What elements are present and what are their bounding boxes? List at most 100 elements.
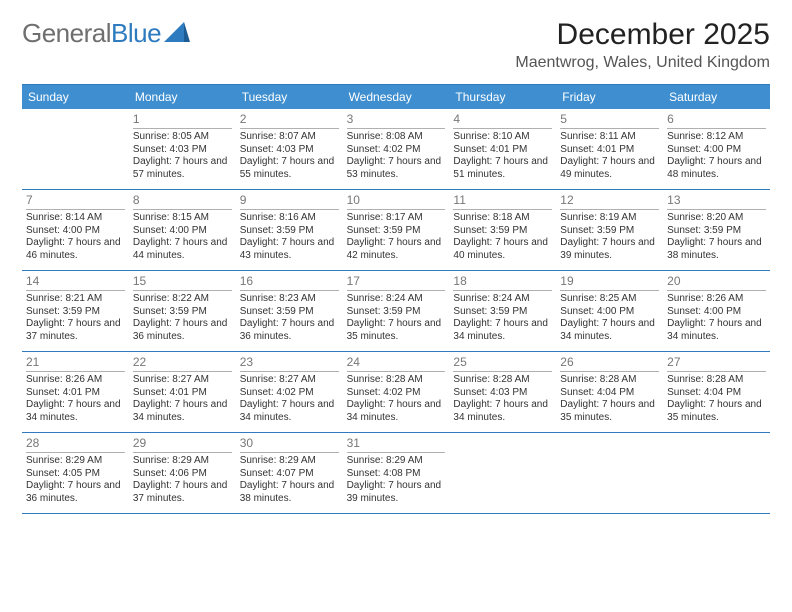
day-header-row: Sunday Monday Tuesday Wednesday Thursday… <box>22 85 770 109</box>
day-number: 4 <box>453 112 552 129</box>
day-number: 7 <box>26 193 125 210</box>
brand-logo: GeneralBlue <box>22 18 190 49</box>
day-number: 17 <box>347 274 446 291</box>
day-number: 23 <box>240 355 339 372</box>
day-cell: 31Sunrise: 8:29 AMSunset: 4:08 PMDayligh… <box>343 433 450 513</box>
day-cell: 26Sunrise: 8:28 AMSunset: 4:04 PMDayligh… <box>556 352 663 432</box>
daylight-text: Daylight: 7 hours and 34 minutes. <box>240 399 339 424</box>
sunrise-text: Sunrise: 8:28 AM <box>347 374 446 387</box>
sunset-text: Sunset: 3:59 PM <box>240 306 339 319</box>
daylight-text: Daylight: 7 hours and 49 minutes. <box>560 156 659 181</box>
day-cell: 19Sunrise: 8:25 AMSunset: 4:00 PMDayligh… <box>556 271 663 351</box>
day-label: Saturday <box>663 85 770 109</box>
day-number: 12 <box>560 193 659 210</box>
brand-part1: General <box>22 18 111 49</box>
sunrise-text: Sunrise: 8:29 AM <box>347 455 446 468</box>
daylight-text: Daylight: 7 hours and 34 minutes. <box>667 318 766 343</box>
sunrise-text: Sunrise: 8:28 AM <box>560 374 659 387</box>
sunrise-text: Sunrise: 8:29 AM <box>26 455 125 468</box>
day-cell: 18Sunrise: 8:24 AMSunset: 3:59 PMDayligh… <box>449 271 556 351</box>
sunset-text: Sunset: 4:02 PM <box>347 144 446 157</box>
day-number: 9 <box>240 193 339 210</box>
day-label: Wednesday <box>343 85 450 109</box>
day-cell: 1 Sunrise: 8:05 AMSunset: 4:03 PMDaylight… <box>129 109 236 189</box>
day-number: 28 <box>26 436 125 453</box>
day-number: 11 <box>453 193 552 210</box>
sunrise-text: Sunrise: 8:27 AM <box>240 374 339 387</box>
day-number: 14 <box>26 274 125 291</box>
daylight-text: Daylight: 7 hours and 36 minutes. <box>26 480 125 505</box>
day-number: 6 <box>667 112 766 129</box>
sunrise-text: Sunrise: 8:08 AM <box>347 131 446 144</box>
daylight-text: Daylight: 7 hours and 53 minutes. <box>347 156 446 181</box>
day-number: 24 <box>347 355 446 372</box>
daylight-text: Daylight: 7 hours and 44 minutes. <box>133 237 232 262</box>
sunrise-text: Sunrise: 8:10 AM <box>453 131 552 144</box>
daylight-text: Daylight: 7 hours and 38 minutes. <box>667 237 766 262</box>
day-cell: 22Sunrise: 8:27 AMSunset: 4:01 PMDayligh… <box>129 352 236 432</box>
day-label: Tuesday <box>236 85 343 109</box>
daylight-text: Daylight: 7 hours and 51 minutes. <box>453 156 552 181</box>
week-row: 7Sunrise: 8:14 AMSunset: 4:00 PMDaylight… <box>22 190 770 271</box>
day-label: Monday <box>129 85 236 109</box>
week-row: 21Sunrise: 8:26 AMSunset: 4:01 PMDayligh… <box>22 352 770 433</box>
sunset-text: Sunset: 4:06 PM <box>133 468 232 481</box>
sunrise-text: Sunrise: 8:12 AM <box>667 131 766 144</box>
daylight-text: Daylight: 7 hours and 43 minutes. <box>240 237 339 262</box>
daylight-text: Daylight: 7 hours and 37 minutes. <box>133 480 232 505</box>
sunrise-text: Sunrise: 8:19 AM <box>560 212 659 225</box>
daylight-text: Daylight: 7 hours and 57 minutes. <box>133 156 232 181</box>
day-number: 26 <box>560 355 659 372</box>
day-cell: 29Sunrise: 8:29 AMSunset: 4:06 PMDayligh… <box>129 433 236 513</box>
day-number: 5 <box>560 112 659 129</box>
day-cell: 23Sunrise: 8:27 AMSunset: 4:02 PMDayligh… <box>236 352 343 432</box>
day-label: Thursday <box>449 85 556 109</box>
sunset-text: Sunset: 4:04 PM <box>560 387 659 400</box>
daylight-text: Daylight: 7 hours and 36 minutes. <box>240 318 339 343</box>
daylight-text: Daylight: 7 hours and 39 minutes. <box>347 480 446 505</box>
sunset-text: Sunset: 3:59 PM <box>560 225 659 238</box>
sunrise-text: Sunrise: 8:28 AM <box>453 374 552 387</box>
sunset-text: Sunset: 4:03 PM <box>133 144 232 157</box>
sunset-text: Sunset: 4:00 PM <box>667 144 766 157</box>
day-cell: 8Sunrise: 8:15 AMSunset: 4:00 PMDaylight… <box>129 190 236 270</box>
weeks-container: 1Sunrise: 8:05 AMSunset: 4:03 PMDaylight… <box>22 109 770 514</box>
day-number: 1 <box>133 112 232 129</box>
day-cell: 9Sunrise: 8:16 AMSunset: 3:59 PMDaylight… <box>236 190 343 270</box>
sunset-text: Sunset: 4:08 PM <box>347 468 446 481</box>
daylight-text: Daylight: 7 hours and 46 minutes. <box>26 237 125 262</box>
brand-part2: Blue <box>111 18 161 49</box>
calendar: Sunday Monday Tuesday Wednesday Thursday… <box>22 84 770 514</box>
sunset-text: Sunset: 4:07 PM <box>240 468 339 481</box>
day-cell: 2Sunrise: 8:07 AMSunset: 4:03 PMDaylight… <box>236 109 343 189</box>
day-cell: 28Sunrise: 8:29 AMSunset: 4:05 PMDayligh… <box>22 433 129 513</box>
daylight-text: Daylight: 7 hours and 35 minutes. <box>347 318 446 343</box>
sunrise-text: Sunrise: 8:05 AM <box>133 131 232 144</box>
day-number: 21 <box>26 355 125 372</box>
sunset-text: Sunset: 4:00 PM <box>26 225 125 238</box>
day-number: 30 <box>240 436 339 453</box>
sunset-text: Sunset: 4:01 PM <box>26 387 125 400</box>
daylight-text: Daylight: 7 hours and 48 minutes. <box>667 156 766 181</box>
day-cell: 10Sunrise: 8:17 AMSunset: 3:59 PMDayligh… <box>343 190 450 270</box>
sunset-text: Sunset: 3:59 PM <box>347 306 446 319</box>
daylight-text: Daylight: 7 hours and 42 minutes. <box>347 237 446 262</box>
sunrise-text: Sunrise: 8:17 AM <box>347 212 446 225</box>
sunrise-text: Sunrise: 8:28 AM <box>667 374 766 387</box>
daylight-text: Daylight: 7 hours and 34 minutes. <box>26 399 125 424</box>
sunset-text: Sunset: 3:59 PM <box>240 225 339 238</box>
day-number: 19 <box>560 274 659 291</box>
sunrise-text: Sunrise: 8:07 AM <box>240 131 339 144</box>
sunrise-text: Sunrise: 8:24 AM <box>347 293 446 306</box>
day-cell <box>663 433 770 513</box>
day-number: 15 <box>133 274 232 291</box>
sunrise-text: Sunrise: 8:26 AM <box>667 293 766 306</box>
location: Maentwrog, Wales, United Kingdom <box>515 54 770 72</box>
day-cell: 24Sunrise: 8:28 AMSunset: 4:02 PMDayligh… <box>343 352 450 432</box>
sunset-text: Sunset: 3:59 PM <box>453 306 552 319</box>
day-number: 20 <box>667 274 766 291</box>
logo-triangle-icon <box>164 18 190 49</box>
day-cell: 11Sunrise: 8:18 AMSunset: 3:59 PMDayligh… <box>449 190 556 270</box>
sunset-text: Sunset: 4:04 PM <box>667 387 766 400</box>
header: GeneralBlue December 2025 Maentwrog, Wal… <box>0 0 792 76</box>
